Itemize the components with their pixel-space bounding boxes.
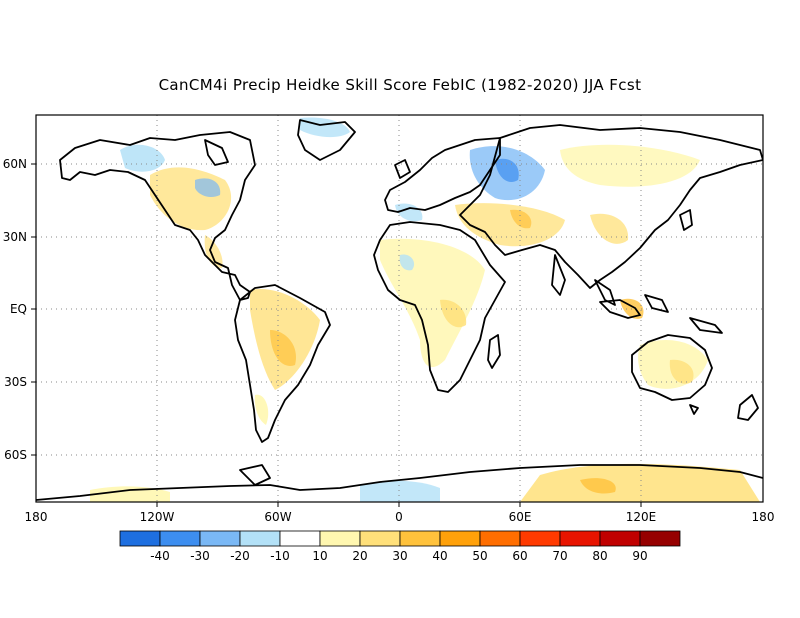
map-area — [36, 115, 763, 502]
colorbar-label: -10 — [270, 549, 290, 563]
lon-label-0: 0 — [395, 510, 403, 524]
lon-label-60e: 60E — [509, 510, 532, 524]
colorbar-swatch — [439, 530, 481, 547]
lat-label-eq: EQ — [10, 302, 27, 316]
lat-label-30n: 30N — [3, 230, 27, 244]
colorbar-label: -40 — [150, 549, 170, 563]
colorbar-swatch — [639, 530, 681, 547]
lon-label-180e: 180 — [752, 510, 775, 524]
colorbar-swatch — [519, 530, 561, 547]
latitude-labels: 60N 30N EQ 30S 60S — [3, 157, 27, 462]
colorbar-swatch — [359, 530, 401, 547]
lon-label-120e: 120E — [626, 510, 657, 524]
lon-label-120w: 120W — [140, 510, 175, 524]
colorbar-label: 70 — [552, 549, 567, 563]
colorbar-swatch — [559, 530, 601, 547]
colorbar-swatch — [119, 530, 161, 547]
colorbar-label: 90 — [632, 549, 647, 563]
colorbar-label: 30 — [392, 549, 407, 563]
lon-label-180w: 180 — [25, 510, 48, 524]
colorbar-label: 80 — [592, 549, 607, 563]
colorbar-label: 50 — [472, 549, 487, 563]
lon-label-60w: 60W — [264, 510, 291, 524]
lat-label-60n: 60N — [3, 157, 27, 171]
colorbar-label: -30 — [190, 549, 210, 563]
coastlines — [36, 119, 763, 501]
colorbar-swatch — [479, 530, 521, 547]
colorbar-swatch — [159, 530, 201, 547]
colorbar-swatch — [399, 530, 441, 547]
colorbar-label: 60 — [512, 549, 527, 563]
colorbar-label: 20 — [352, 549, 367, 563]
colorbar-swatch — [319, 530, 361, 547]
grid-lines — [36, 115, 763, 502]
longitude-labels: 180 120W 60W 0 60E 120E 180 — [25, 510, 775, 524]
colorbar-swatch — [279, 530, 321, 547]
colorbar-swatch — [239, 530, 281, 547]
colorbar-swatch — [199, 530, 241, 547]
colorbar-swatch — [599, 530, 641, 547]
colorbar-label: -20 — [230, 549, 250, 563]
map-title: CanCM4i Precip Heidke Skill Score FebIC … — [158, 76, 642, 94]
axis-ticks — [31, 163, 642, 507]
colorbar: -40 -30 -20 -10 10 20 30 40 50 60 70 80 90 — [119, 530, 681, 563]
lat-label-30s: 30S — [4, 375, 27, 389]
colorbar-label: 40 — [432, 549, 447, 563]
lat-label-60s: 60S — [4, 448, 27, 462]
colorbar-label: 10 — [312, 549, 327, 563]
